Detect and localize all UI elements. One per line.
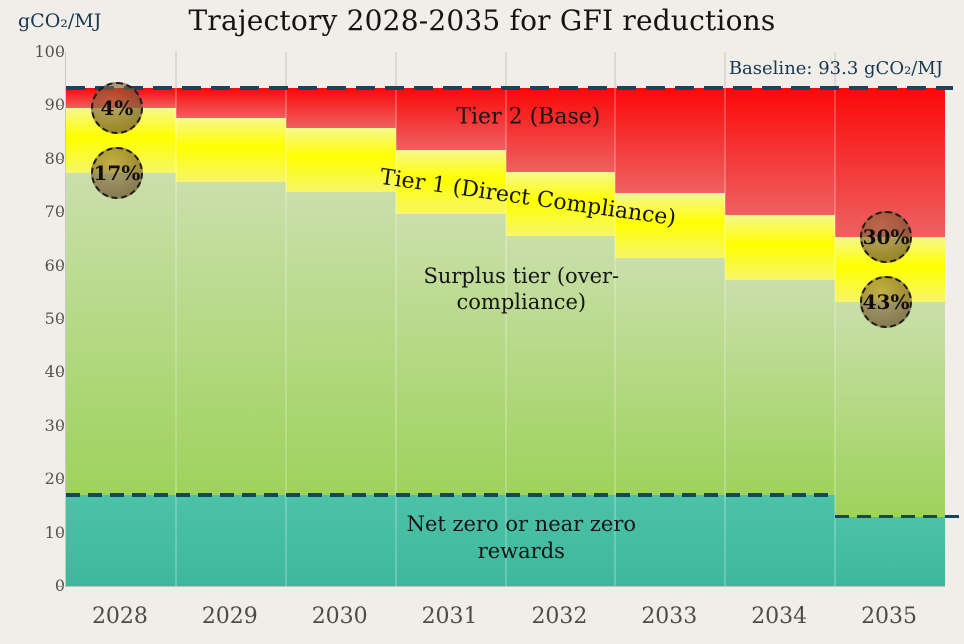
column-seam	[724, 87, 727, 586]
y-tick-mark	[58, 52, 64, 53]
baseline-dashed-line	[66, 85, 953, 90]
y-tick-label: 0	[13, 576, 65, 596]
tier1-region	[725, 215, 836, 280]
netzero-region	[285, 495, 396, 586]
tier1-region	[175, 117, 286, 183]
y-tick-label: 30	[44, 415, 65, 435]
y-tick-label: 100	[34, 42, 65, 61]
tier2-region	[615, 87, 726, 194]
y-axis: 0 10 20 30 40 50 60 70 80 90 100	[0, 42, 65, 595]
y-tick-mark	[58, 212, 64, 214]
percentage-badge-4pct: 4%	[90, 81, 143, 134]
netzero-region	[66, 495, 176, 586]
y-tick-label: 40	[44, 362, 65, 382]
x-axis-label-2034: 2034	[751, 604, 808, 629]
column-seam	[394, 87, 397, 586]
baseline-annotation: Baseline: 93.3 gCO₂/MJ	[728, 58, 943, 79]
netzero-region	[175, 495, 286, 586]
y-tick-mark	[58, 479, 64, 481]
netzero-region	[395, 495, 506, 586]
y-tick-label: 50	[44, 309, 65, 328]
surplus-region	[505, 236, 616, 496]
y-axis-unit-label: gCO₂/MJ	[18, 10, 102, 32]
y-tick-mark	[58, 586, 64, 587]
x-axis-label-2035: 2035	[861, 604, 918, 629]
y-tick-label: 70	[44, 202, 65, 222]
chart-column-2029	[174, 52, 286, 586]
netzero-region	[505, 495, 616, 586]
chart-column-2030	[284, 52, 396, 586]
chart-column-2031	[394, 52, 506, 586]
x-axis-label-2028: 2028	[91, 604, 148, 629]
x-axis: 2028 2029 2030 2031 2032 2033 2034 2035	[65, 598, 944, 640]
tier1-region	[615, 193, 726, 259]
surplus-region	[175, 182, 286, 496]
y-tick-mark	[58, 425, 64, 427]
percentage-badge-30pct: 30%	[860, 211, 913, 264]
surplus-region	[395, 214, 506, 496]
tier2-region	[725, 87, 836, 216]
tier2-region	[505, 87, 616, 172]
y-tick-mark	[58, 265, 64, 267]
tier2-region-label: Tier 2 (Base)	[456, 104, 601, 130]
chart-column-2034	[724, 52, 836, 586]
netzero-dashed-line	[66, 493, 836, 497]
tier2-region	[285, 87, 396, 128]
percentage-badge-17pct: 17%	[90, 146, 143, 199]
netzero-dashed-line	[835, 514, 963, 519]
tier1-region	[285, 127, 396, 193]
y-tick-label: 20	[44, 469, 65, 489]
column-seam	[174, 87, 177, 586]
x-axis-label-2029: 2029	[201, 604, 258, 629]
netzero-region	[615, 495, 726, 586]
x-axis-label-2033: 2033	[641, 604, 698, 629]
chart-title: Trajectory 2028-2035 for GFI reductions	[188, 4, 776, 37]
percentage-badge-43pct: 43%	[860, 275, 913, 328]
netzero-region	[835, 516, 945, 586]
y-tick-mark	[58, 319, 64, 320]
tier1-region	[395, 149, 506, 215]
y-tick-label: 90	[44, 95, 65, 115]
column-seam	[834, 87, 837, 586]
column-seam	[284, 87, 287, 586]
y-tick-mark	[58, 105, 64, 107]
netzero-region-label: Net zero or near zero rewards	[406, 512, 637, 563]
y-tick-mark	[58, 158, 64, 160]
column-seam	[504, 87, 507, 586]
plot-area: Baseline: 93.3 gCO₂/MJ Tier 2 (Base) Tie…	[65, 52, 963, 587]
surplus-region	[66, 172, 176, 496]
chart-column-2032	[504, 52, 616, 586]
x-axis-label-2030: 2030	[311, 604, 368, 629]
column-seam	[614, 87, 617, 586]
tier1-region	[505, 171, 616, 237]
y-tick-mark	[58, 532, 64, 534]
y-tick-label: 10	[44, 522, 65, 542]
y-tick-label: 60	[44, 255, 65, 275]
surplus-region-label: Surplus tier (over-compliance)	[423, 264, 620, 314]
y-tick-mark	[58, 372, 64, 374]
tier2-region	[175, 87, 286, 118]
chart-column-2033	[614, 52, 726, 586]
surplus-region	[835, 301, 945, 517]
x-axis-label-2032: 2032	[531, 604, 588, 629]
tier2-region	[395, 87, 506, 150]
y-tick-label: 80	[44, 148, 65, 168]
surplus-region	[285, 192, 396, 496]
netzero-region	[725, 495, 836, 586]
surplus-region	[615, 258, 726, 496]
surplus-region	[725, 280, 836, 496]
x-axis-label-2031: 2031	[421, 604, 478, 629]
